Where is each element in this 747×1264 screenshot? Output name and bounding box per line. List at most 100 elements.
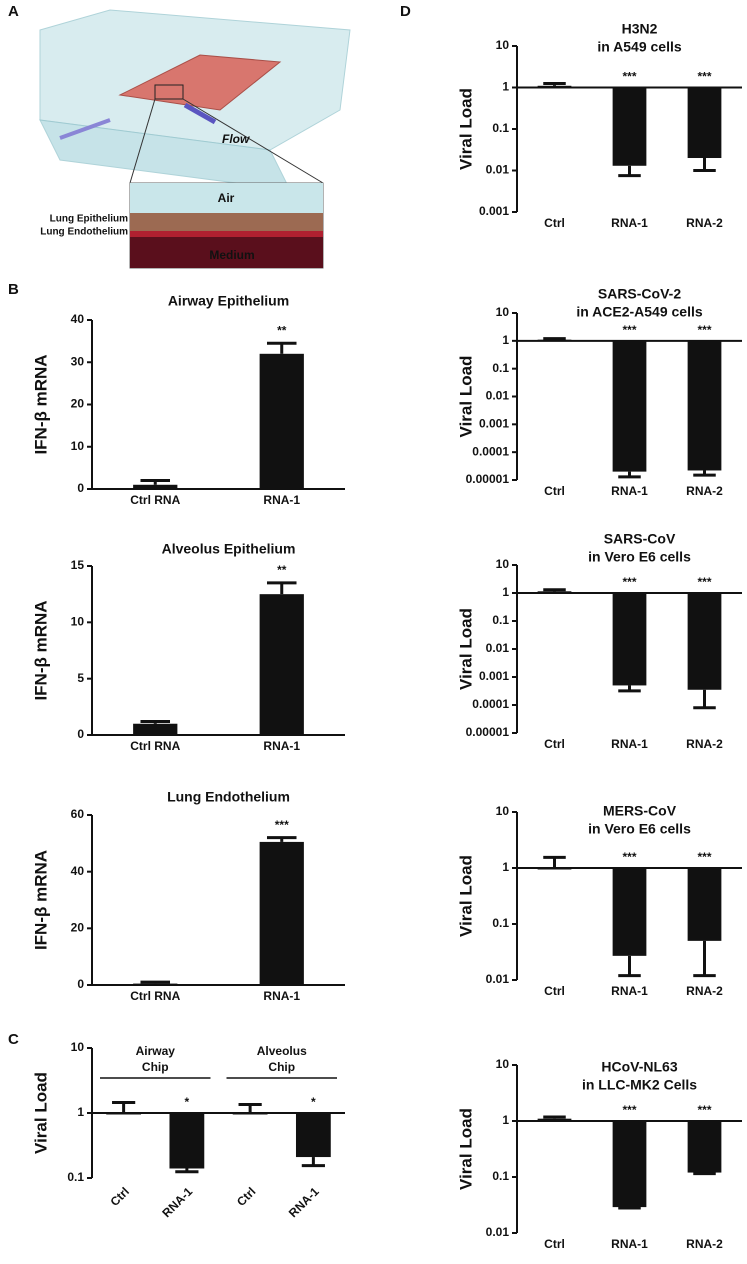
bar	[537, 1118, 572, 1121]
chart-title: Alveolus Epithelium	[162, 541, 296, 557]
significance: ***	[622, 850, 636, 864]
significance: ***	[622, 1103, 636, 1117]
bar	[537, 591, 572, 593]
y-tick-label: 0	[77, 727, 84, 741]
y-tick-label: 10	[71, 1040, 85, 1054]
y-tick-label: 0.1	[492, 916, 509, 930]
bar	[295, 1113, 331, 1158]
x-tick-label: RNA-1	[286, 1184, 322, 1220]
y-tick-label: 1	[502, 80, 509, 94]
flow-arrow	[183, 102, 217, 125]
diagram-label: Air	[218, 191, 235, 205]
chart-title: Lung Endothelium	[167, 789, 290, 805]
significance: *	[311, 1095, 316, 1109]
bar	[133, 484, 178, 489]
y-tick-label: 0.1	[67, 1170, 84, 1184]
bar	[537, 85, 572, 88]
chart-title: Airway Epithelium	[168, 293, 289, 309]
x-tick-label: RNA-1	[611, 737, 648, 751]
zoom-line	[182, 98, 324, 184]
significance: **	[277, 563, 287, 577]
significance: ***	[622, 575, 636, 589]
x-tick-label: RNA-1	[611, 484, 648, 498]
zoom-box	[154, 84, 184, 100]
y-tick-label: 0.001	[479, 669, 509, 683]
y-tick-label: 15	[71, 558, 85, 572]
chart-subtitle: in Vero E6 cells	[588, 549, 691, 565]
diagram-label: Lung Epithelium	[50, 214, 128, 225]
panel-label: D	[400, 3, 411, 20]
y-axis-label: Viral Load	[456, 356, 475, 438]
y-tick-label: 0	[77, 481, 84, 495]
bar	[687, 340, 722, 471]
significance: *	[185, 1095, 190, 1109]
x-tick-label: Ctrl	[234, 1184, 259, 1209]
chart-subtitle: in ACE2-A549 cells	[576, 304, 703, 320]
x-tick-label: Ctrl RNA	[130, 739, 180, 753]
chart-subtitle: in A549 cells	[597, 39, 682, 55]
y-tick-label: 1	[502, 1113, 509, 1127]
x-tick-label: RNA-1	[611, 984, 648, 998]
significance: ***	[697, 575, 711, 589]
significance: ***	[697, 70, 711, 84]
chart-title: MERS-CoV	[603, 803, 677, 819]
significance: **	[277, 323, 287, 337]
chart-subtitle: in Vero E6 cells	[588, 821, 691, 837]
bar	[537, 339, 572, 342]
y-tick-label: 0.00001	[466, 472, 510, 486]
y-tick-label: 5	[77, 671, 84, 685]
y-tick-label: 0.1	[492, 1169, 509, 1183]
y-axis-label: Viral Load	[456, 1108, 475, 1190]
significance: ***	[622, 323, 636, 337]
bar	[612, 868, 647, 956]
y-tick-label: 1	[77, 1105, 84, 1119]
y-tick-label: 10	[496, 557, 510, 571]
y-tick-label: 0.1	[492, 361, 509, 375]
y-axis-label: Viral Load	[31, 1072, 50, 1154]
x-tick-label: Ctrl	[107, 1184, 132, 1209]
x-tick-label: Ctrl	[544, 484, 565, 498]
bar	[106, 1113, 142, 1115]
bar	[687, 593, 722, 690]
y-tick-label: 0.01	[486, 389, 510, 403]
y-tick-label: 0.01	[486, 163, 510, 177]
x-tick-label: RNA-1	[263, 989, 300, 1003]
significance: ***	[697, 850, 711, 864]
y-tick-label: 0.001	[479, 204, 509, 218]
panel-label: B	[8, 281, 19, 298]
y-tick-label: 10	[496, 804, 510, 818]
y-axis-label: Viral Load	[456, 855, 475, 937]
x-tick-label: RNA-2	[686, 484, 723, 498]
y-tick-label: 1	[502, 860, 509, 874]
chart-title: HCoV-NL63	[601, 1059, 677, 1075]
y-tick-label: 10	[496, 38, 510, 52]
y-tick-label: 40	[71, 312, 85, 326]
x-tick-label: RNA-2	[686, 1237, 723, 1251]
y-tick-label: 10	[71, 439, 85, 453]
y-tick-label: 0.001	[479, 417, 509, 431]
group-label: Airway	[136, 1044, 176, 1058]
chart-title: SARS-CoV	[604, 531, 676, 547]
x-tick-label: RNA-1	[263, 493, 300, 507]
y-tick-label: 0.01	[486, 972, 510, 986]
chart-title: H3N2	[622, 21, 658, 37]
y-tick-label: 0.00001	[466, 725, 510, 739]
bar	[133, 983, 178, 986]
y-tick-label: 20	[71, 397, 85, 411]
x-tick-label: RNA-2	[686, 984, 723, 998]
chart-subtitle: in LLC-MK2 Cells	[582, 1077, 697, 1093]
y-tick-label: 0.0001	[472, 697, 509, 711]
y-tick-label: 60	[71, 807, 85, 821]
diagram-label: Lung Endothelium	[40, 227, 128, 238]
y-tick-label: 0	[77, 977, 84, 991]
bar	[612, 340, 647, 472]
y-tick-label: 10	[496, 1057, 510, 1071]
flow-arrow	[59, 118, 111, 140]
panel-label: C	[8, 1031, 19, 1048]
bar	[612, 1121, 647, 1208]
y-axis-label: IFN-β mRNA	[31, 354, 50, 454]
group-label: Alveolus	[257, 1044, 307, 1058]
y-tick-label: 30	[71, 354, 85, 368]
bar	[259, 353, 304, 489]
